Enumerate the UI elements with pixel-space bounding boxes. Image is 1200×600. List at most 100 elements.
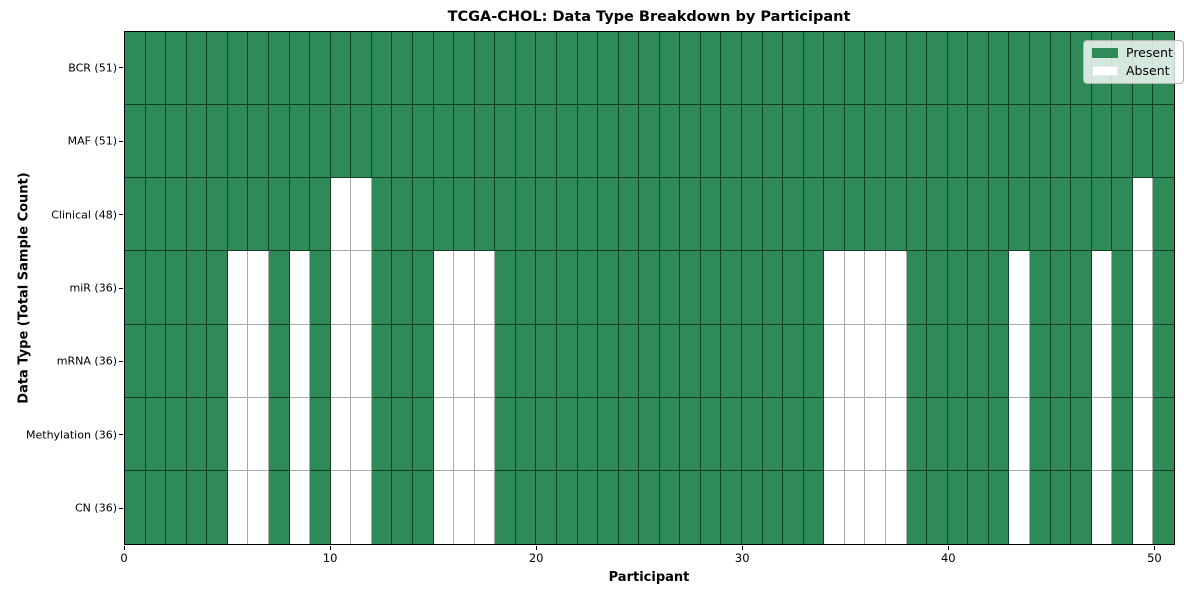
heatmap-cell	[824, 324, 845, 398]
heatmap-cell	[186, 251, 208, 325]
heatmap-cell	[371, 178, 393, 252]
heatmap-cell	[721, 470, 743, 544]
heatmap-cell	[248, 32, 269, 106]
heatmap-cell	[1153, 105, 1174, 179]
absent-swatch-icon	[1092, 65, 1118, 76]
heatmap-cell	[186, 178, 208, 252]
heatmap-cell	[207, 32, 228, 106]
heatmap-cell	[906, 324, 928, 398]
heatmap-cell	[1050, 105, 1072, 179]
heatmap-cell	[1132, 251, 1154, 325]
heatmap-cell	[659, 470, 681, 544]
heatmap-cell	[803, 32, 825, 106]
heatmap-cell	[330, 178, 352, 252]
heatmap-cell	[186, 470, 208, 544]
heatmap-cell	[968, 397, 989, 471]
heatmap-cell	[536, 397, 557, 471]
heatmap-cell	[495, 32, 516, 106]
heatmap-cell	[886, 397, 907, 471]
heatmap-cell	[515, 324, 537, 398]
heatmap-cell	[145, 397, 167, 471]
heatmap-cell	[351, 324, 372, 398]
heatmap-cell	[1050, 470, 1072, 544]
heatmap-cell	[803, 397, 825, 471]
heatmap-cell	[906, 397, 928, 471]
heatmap-cell	[700, 251, 722, 325]
y-tick-mark	[119, 214, 123, 216]
y-tick-mark	[119, 140, 123, 142]
heatmap-cell	[927, 178, 948, 252]
heatmap-cell	[166, 178, 187, 252]
heatmap-cell	[721, 32, 743, 106]
x-axis-label: Participant	[608, 570, 690, 585]
heatmap-cell	[680, 178, 701, 252]
heatmap-cell	[988, 324, 1010, 398]
heatmap-cell	[1112, 397, 1133, 471]
heatmap-cell	[1009, 470, 1031, 544]
heatmap-cell	[906, 470, 928, 544]
heatmap-cell	[927, 32, 948, 106]
y-tick-mark	[119, 434, 123, 436]
heatmap-cell	[1071, 324, 1092, 398]
heatmap-cell	[207, 178, 228, 252]
heatmap-cell	[680, 105, 701, 179]
heatmap-cell	[1030, 324, 1051, 398]
heatmap-cell	[351, 251, 372, 325]
heatmap-cell	[783, 324, 804, 398]
heatmap-cell	[577, 32, 599, 106]
heatmap-cell	[1153, 324, 1174, 398]
heatmap-cell	[1091, 251, 1113, 325]
heatmap-cell	[125, 251, 146, 325]
heatmap-cell	[639, 32, 660, 106]
heatmap-cell	[289, 397, 311, 471]
y-tick-label: Methylation (36)	[26, 428, 117, 442]
heatmap-cell	[207, 251, 228, 325]
heatmap-cell	[865, 105, 887, 179]
heatmap-cell	[577, 251, 599, 325]
heatmap-cell	[145, 324, 167, 398]
heatmap-cell	[886, 32, 907, 106]
heatmap-cell	[125, 105, 146, 179]
heatmap-cell	[824, 251, 845, 325]
heatmap-cell	[783, 470, 804, 544]
y-tick-label: BCR (51)	[68, 61, 117, 75]
heatmap-cell	[474, 470, 496, 544]
heatmap-cell	[166, 32, 187, 106]
heatmap-cell	[927, 105, 948, 179]
heatmap-cell	[659, 32, 681, 106]
heatmap-cell	[371, 397, 393, 471]
x-tick-label: 10	[322, 551, 338, 565]
heatmap-cell	[598, 251, 619, 325]
heatmap-cell	[1030, 251, 1051, 325]
heatmap-cell	[371, 470, 393, 544]
heatmap-cell	[1071, 397, 1092, 471]
heatmap-cell	[803, 470, 825, 544]
heatmap-cell	[886, 470, 907, 544]
heatmap-cell	[412, 324, 434, 398]
heatmap-cell	[1132, 105, 1154, 179]
heatmap-cell	[556, 105, 578, 179]
heatmap-cell	[289, 178, 311, 252]
heatmap-cell	[639, 251, 660, 325]
heatmap-cell	[906, 251, 928, 325]
heatmap-cell	[495, 324, 516, 398]
heatmap-cell	[947, 178, 969, 252]
heatmap-cell	[454, 397, 475, 471]
heatmap-cell	[742, 324, 763, 398]
heatmap-cell	[125, 470, 146, 544]
heatmap-cell	[330, 470, 352, 544]
heatmap-cell	[947, 32, 969, 106]
heatmap-cell	[598, 470, 619, 544]
heatmap-cell	[515, 397, 537, 471]
heatmap-cell	[1112, 105, 1133, 179]
heatmap-cell	[968, 251, 989, 325]
heatmap-cell	[330, 324, 352, 398]
heatmap-cell	[351, 32, 372, 106]
heatmap-cell	[248, 470, 269, 544]
heatmap-cell	[248, 105, 269, 179]
heatmap-cell	[865, 324, 887, 398]
heatmap-cell	[968, 324, 989, 398]
heatmap-cell	[762, 397, 784, 471]
heatmap-cell	[330, 32, 352, 106]
heatmap-cell	[886, 251, 907, 325]
